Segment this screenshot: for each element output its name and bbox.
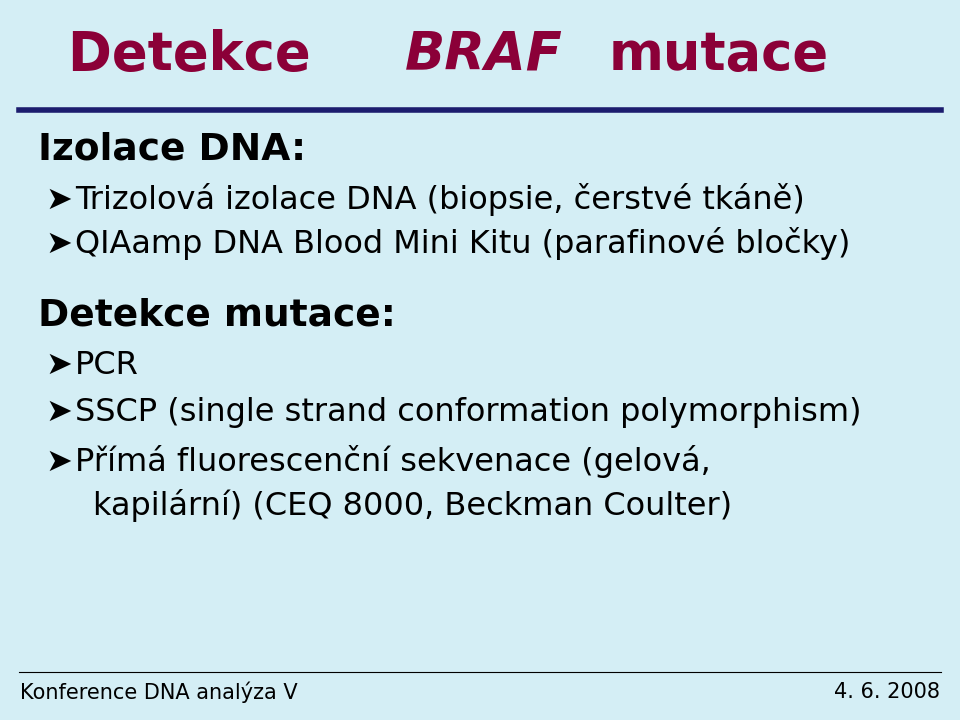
Text: Detekce: Detekce bbox=[68, 29, 329, 81]
Text: BRAF: BRAF bbox=[404, 29, 563, 81]
Text: Přímá fluorescenční sekvenace (gelová,: Přímá fluorescenční sekvenace (gelová, bbox=[75, 446, 710, 479]
Text: ➤: ➤ bbox=[45, 397, 72, 428]
Text: 4. 6. 2008: 4. 6. 2008 bbox=[834, 682, 940, 702]
Text: Konference DNA analýza V: Konference DNA analýza V bbox=[20, 681, 298, 703]
Text: Izolace DNA:: Izolace DNA: bbox=[38, 132, 306, 168]
Text: Trizolová izolace DNA (biopsie, čerstvé tkáně): Trizolová izolace DNA (biopsie, čerstvé … bbox=[75, 184, 804, 217]
Text: Detekce mutace:: Detekce mutace: bbox=[38, 297, 396, 333]
Text: PCR: PCR bbox=[75, 349, 139, 380]
Text: ➤: ➤ bbox=[45, 228, 72, 259]
Text: QIAamp DNA Blood Mini Kitu (parafinové bločky): QIAamp DNA Blood Mini Kitu (parafinové b… bbox=[75, 228, 851, 261]
Text: ➤: ➤ bbox=[45, 184, 72, 215]
Text: mutace: mutace bbox=[608, 29, 828, 81]
Text: ➤: ➤ bbox=[45, 349, 72, 380]
Text: SSCP (single strand conformation polymorphism): SSCP (single strand conformation polymor… bbox=[75, 397, 861, 428]
Text: kapilární) (CEQ 8000, Beckman Coulter): kapilární) (CEQ 8000, Beckman Coulter) bbox=[93, 488, 732, 521]
Text: ➤: ➤ bbox=[45, 446, 72, 477]
